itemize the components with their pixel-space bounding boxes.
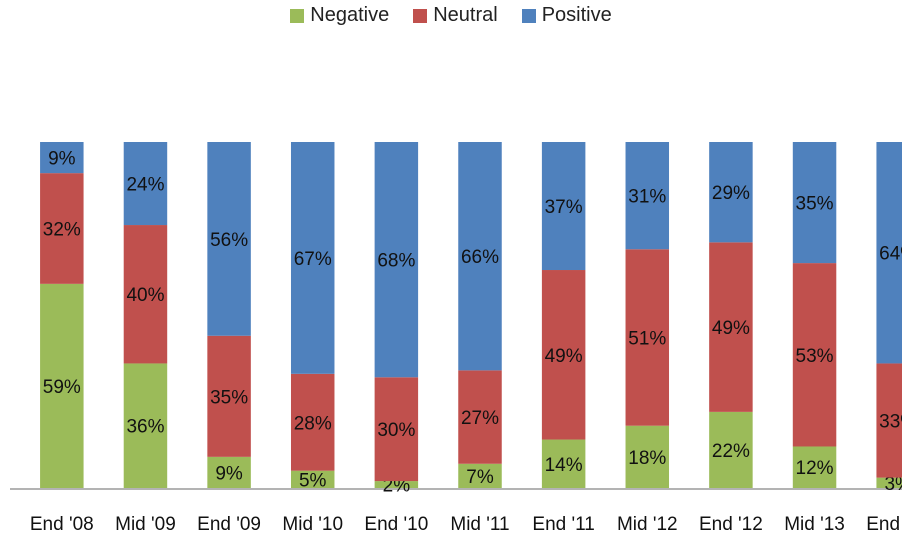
data-label-neutral-1: 40% [126, 285, 164, 306]
bar-negative-4 [374, 481, 419, 488]
data-label-negative-3: 5% [299, 470, 327, 491]
bar-positive-8 [709, 142, 753, 243]
x-tick-label-3: Mid '10 [282, 514, 343, 535]
data-label-neutral-6: 49% [545, 346, 583, 367]
bar-positive-7 [625, 142, 670, 250]
data-label-positive-8: 29% [712, 183, 750, 204]
bar-neutral-4 [374, 377, 419, 482]
bar-positive-6 [541, 142, 586, 271]
legend-item-negative: Negative [290, 4, 389, 27]
legend-label-negative: Negative [310, 4, 390, 26]
bar-neutral-9 [792, 263, 837, 447]
x-tick-label-5: Mid '11 [450, 514, 509, 535]
bar-positive-4 [374, 142, 419, 378]
bar-neutral-7 [625, 249, 670, 426]
data-label-neutral-2: 35% [210, 387, 248, 408]
data-label-neutral-9: 53% [796, 346, 834, 367]
data-label-neutral-7: 51% [628, 328, 666, 349]
data-label-neutral-3: 28% [294, 413, 332, 434]
legend-label-positive: Positive [541, 4, 612, 26]
legend-swatch-positive [521, 8, 536, 23]
data-label-neutral-4: 30% [377, 420, 415, 441]
data-label-negative-10: 3% [884, 474, 902, 495]
x-tick-label-9: Mid '13 [784, 514, 845, 535]
x-tick-label-0: End '08 [30, 514, 94, 535]
bar-negative-9 [792, 446, 837, 488]
bar-neutral-10 [876, 363, 902, 478]
data-label-positive-1: 24% [126, 175, 164, 196]
bar-neutral-6 [541, 270, 586, 440]
data-label-positive-0: 9% [48, 149, 76, 170]
data-label-positive-4: 68% [377, 251, 415, 272]
x-tick-label-10: End '13 [866, 514, 902, 535]
data-label-negative-5: 7% [466, 467, 494, 488]
bar-neutral-0 [40, 173, 84, 284]
bar-negative-7 [625, 425, 670, 488]
x-tick-label-1: Mid '09 [115, 514, 176, 535]
data-label-positive-2: 56% [210, 230, 248, 251]
data-label-positive-6: 37% [545, 197, 583, 218]
data-label-positive-9: 35% [796, 194, 834, 215]
legend-item-positive: Positive [521, 4, 612, 27]
data-label-positive-3: 67% [294, 249, 332, 270]
bar-positive-5 [458, 142, 502, 371]
bar-negative-10 [876, 477, 902, 488]
data-label-negative-8: 22% [712, 441, 750, 462]
x-tick-label-7: Mid '12 [617, 514, 678, 535]
x-tick-label-8: End '12 [699, 514, 763, 535]
bar-neutral-3 [290, 373, 335, 471]
bar-negative-8 [709, 411, 753, 488]
bar-neutral-5 [458, 370, 502, 464]
legend-label-neutral: Neutral [433, 4, 498, 26]
bar-neutral-1 [123, 225, 168, 364]
bar-negative-0 [40, 283, 84, 488]
data-label-positive-10: 64% [879, 244, 902, 265]
legend-item-neutral: Neutral [413, 4, 498, 27]
bar-positive-1 [123, 142, 168, 226]
bar-negative-6 [541, 439, 586, 488]
data-label-negative-9: 12% [796, 458, 834, 479]
data-label-neutral-0: 32% [43, 220, 81, 241]
data-label-negative-1: 36% [126, 417, 164, 438]
data-label-negative-0: 59% [43, 377, 81, 398]
bar-positive-0 [40, 142, 84, 174]
x-tick-label-4: End '10 [364, 514, 428, 535]
bar-positive-10 [876, 142, 902, 364]
bar-positive-3 [290, 142, 335, 374]
legend: Negative Neutral Positive [0, 4, 902, 27]
bar-negative-5 [458, 463, 502, 488]
bar-negative-3 [290, 470, 335, 488]
bar-negative-1 [123, 363, 168, 488]
data-label-negative-2: 9% [215, 463, 243, 484]
bar-neutral-2 [207, 335, 251, 457]
bar-positive-2 [207, 142, 251, 336]
data-label-negative-6: 14% [545, 455, 583, 476]
data-label-positive-7: 31% [628, 187, 666, 208]
legend-swatch-negative [290, 8, 305, 23]
data-label-neutral-10: 33% [879, 412, 902, 433]
bar-negative-2 [207, 456, 251, 488]
data-label-positive-5: 66% [461, 247, 499, 268]
bar-positive-9 [792, 142, 837, 264]
x-tick-label-2: End '09 [197, 514, 261, 535]
x-tick-label-6: End '11 [532, 514, 594, 535]
data-label-negative-7: 18% [628, 448, 666, 469]
legend-swatch-neutral [413, 8, 428, 23]
bar-neutral-8 [709, 242, 753, 412]
data-label-neutral-8: 49% [712, 318, 750, 339]
data-label-neutral-5: 27% [461, 408, 499, 429]
